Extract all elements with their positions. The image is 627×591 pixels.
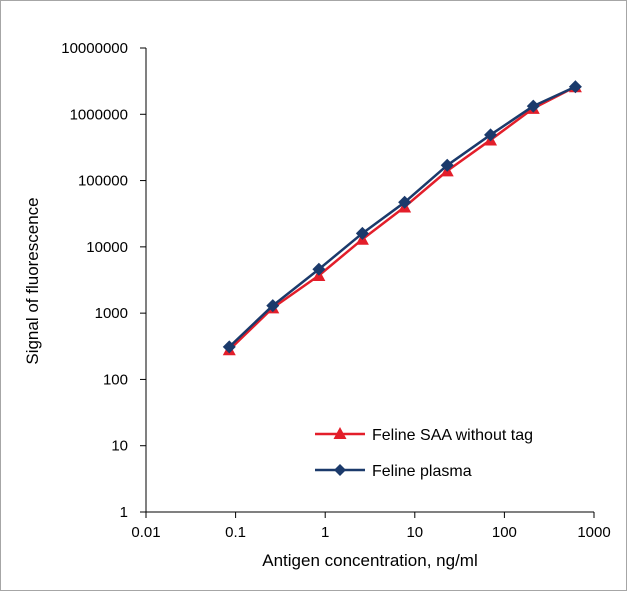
series-1-point-5	[440, 158, 454, 172]
x-tick-label-0: 0.01	[131, 524, 160, 541]
y-tick-label-7: 10000000	[61, 40, 128, 57]
series-1-point-7	[526, 99, 540, 113]
legend-triangle-icon	[333, 427, 347, 439]
x-tick-labels: 0.01 0.1 1 10 100 1000	[131, 512, 611, 541]
series-1-point-2	[312, 262, 326, 276]
x-tick-label-3: 10	[406, 524, 423, 541]
x-tick-label-4: 100	[492, 524, 517, 541]
series-1-point-0	[222, 340, 236, 354]
series-1-point-6	[484, 128, 498, 142]
legend-label-saa: Feline SAA without tag	[372, 427, 533, 444]
y-tick-label-2: 100	[103, 371, 128, 388]
axes	[145, 48, 594, 513]
legend: Feline SAA without tag Feline plasma	[315, 427, 533, 480]
x-tick-label-1: 0.1	[225, 524, 246, 541]
y-axis-title: Signal of fluorescence	[23, 197, 42, 364]
series-1-point-3	[355, 226, 369, 240]
y-tick-label-6: 1000000	[70, 106, 128, 123]
legend-item-plasma: Feline plasma	[315, 463, 472, 480]
series-1-point-8	[568, 80, 582, 94]
series-1-point-4	[398, 195, 412, 209]
x-tick-label-5: 1000	[577, 524, 610, 541]
x-axis-title: Antigen concentration, ng/ml	[262, 551, 477, 570]
y-tick-label-5: 100000	[78, 173, 128, 190]
y-tick-label-3: 1000	[95, 305, 128, 322]
y-tick-labels: 1 10 100 1000 10000 100000 1000000 10000000	[61, 40, 146, 521]
y-tick-label-4: 10000	[86, 239, 128, 256]
legend-diamond-icon	[334, 464, 346, 476]
series-1-point-1	[266, 299, 280, 313]
legend-label-plasma: Feline plasma	[372, 463, 472, 480]
y-tick-label-0: 1	[120, 504, 128, 521]
series-layer	[222, 80, 582, 356]
y-tick-label-1: 10	[111, 438, 128, 455]
legend-item-saa: Feline SAA without tag	[315, 427, 533, 444]
x-tick-label-2: 1	[321, 524, 329, 541]
